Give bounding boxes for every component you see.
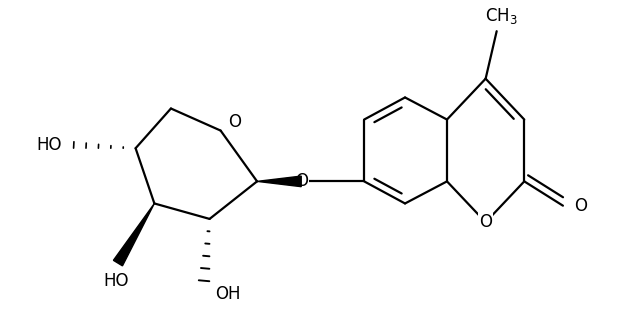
Text: O: O (479, 213, 492, 231)
Text: O: O (295, 172, 308, 190)
Text: HO: HO (36, 136, 62, 154)
Polygon shape (257, 176, 301, 187)
Text: O: O (574, 197, 587, 215)
Text: O: O (228, 113, 241, 131)
Text: HO: HO (103, 272, 129, 290)
Text: OH: OH (216, 285, 241, 303)
Polygon shape (113, 203, 154, 266)
Text: CH$_3$: CH$_3$ (484, 6, 518, 26)
